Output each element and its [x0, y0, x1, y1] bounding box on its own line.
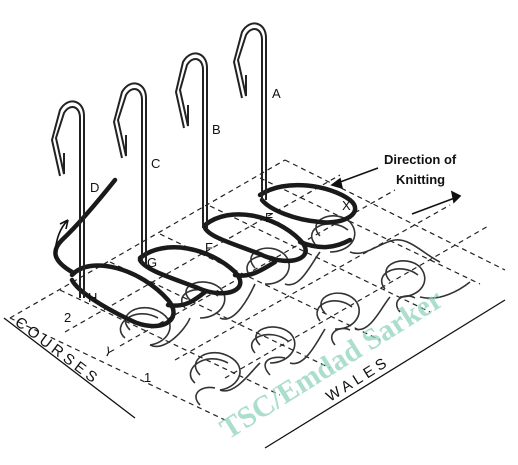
- mark-x-label: X: [342, 198, 351, 213]
- loop-f-label: F: [205, 240, 213, 255]
- motion-arrow: [54, 219, 69, 259]
- loop-g-label: G: [147, 255, 157, 270]
- loop-e-label: E: [265, 210, 274, 225]
- direction-line-2: Knitting: [396, 172, 445, 187]
- direction-line-1: Direction of: [384, 152, 457, 167]
- needle-a: [236, 28, 263, 200]
- needle-d-label: D: [90, 180, 99, 195]
- loop-h-label: H: [88, 290, 97, 305]
- needle-b-label: B: [212, 122, 221, 137]
- new-yarn-loops: [53, 177, 358, 329]
- mark-y-label: Y: [102, 343, 117, 360]
- direction-arrows: [330, 167, 462, 215]
- course-1-label: 1: [144, 370, 151, 385]
- needle-d: [54, 106, 81, 298]
- dimension-lines: [3, 299, 506, 449]
- courses-axis-label: COURSES: [12, 314, 104, 389]
- needle-b: [178, 58, 204, 228]
- needles: [50, 22, 267, 298]
- needle-a-label: A: [272, 86, 281, 101]
- course-2-label: 2: [64, 310, 71, 325]
- needle-c-label: C: [151, 156, 160, 171]
- needle-c: [116, 88, 143, 265]
